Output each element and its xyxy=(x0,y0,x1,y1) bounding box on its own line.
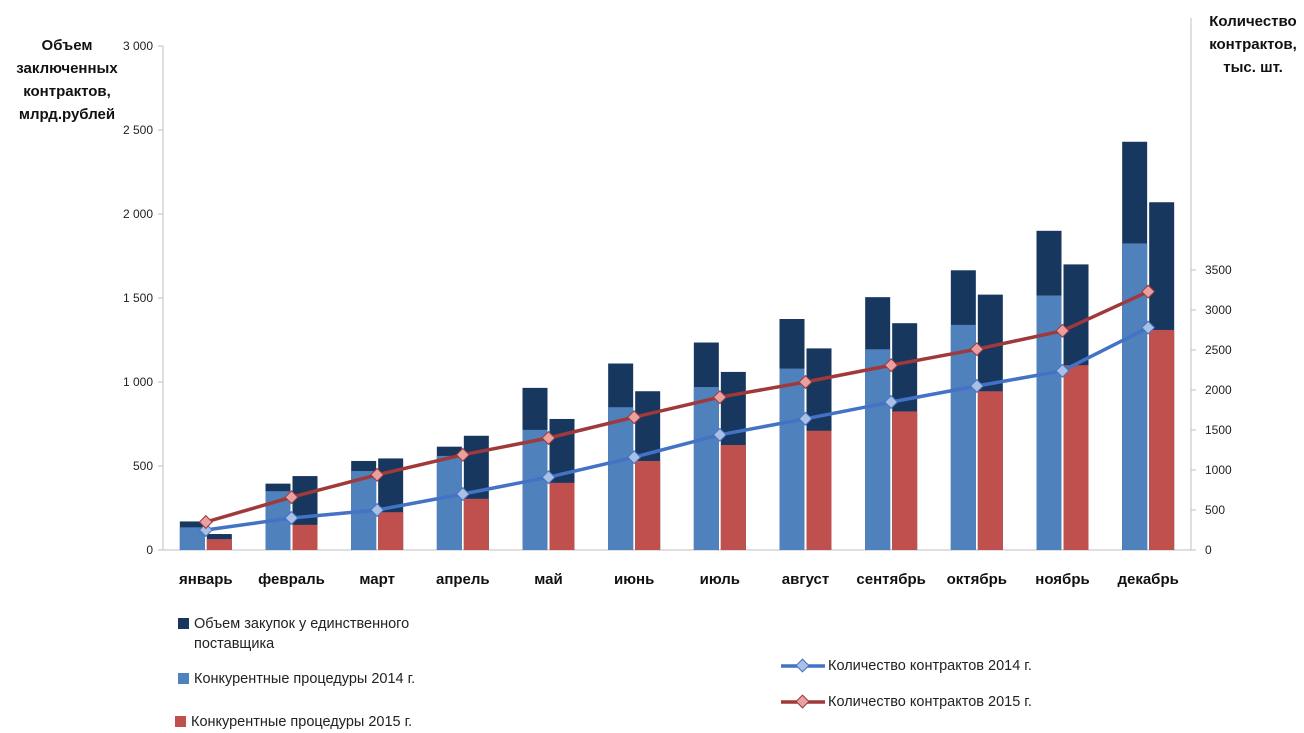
bar-competitive-2015 xyxy=(977,391,1003,550)
bar-competitive-2015 xyxy=(1063,365,1089,550)
category-label: июнь xyxy=(614,571,654,588)
line-point-2014 xyxy=(884,394,899,410)
bar-competitive-2014 xyxy=(693,387,719,550)
legend-count-2014-label: Количество контрактов 2014 г. xyxy=(828,658,1032,674)
line-point-2015 xyxy=(455,447,470,462)
left-tick-label: 500 xyxy=(133,459,153,473)
legend-competitive-2014-swatch xyxy=(178,673,189,684)
line-point-2015 xyxy=(1141,284,1156,299)
left-tick-label: 1 500 xyxy=(123,291,153,305)
legend-competitive-2014-label: Конкурентные процедуры 2014 г. xyxy=(194,671,416,687)
line-point-2014 xyxy=(541,470,556,485)
bar-competitive-2014 xyxy=(779,368,805,550)
left-tick-label: 2 500 xyxy=(123,123,153,137)
line-point-2014 xyxy=(627,450,642,465)
right-tick-label: 3500 xyxy=(1205,263,1232,277)
line-point-2015 xyxy=(541,430,556,446)
right-axis-title: Количество контрактов, тыс. шт. xyxy=(1209,13,1297,76)
category-label: сентябрь xyxy=(856,571,926,588)
legend-competitive-2015: Конкурентные процедуры 2015 г. xyxy=(175,712,412,732)
legend-count-2014-swatch xyxy=(781,658,825,673)
line-point-2015 xyxy=(627,410,642,425)
line-point-2014 xyxy=(284,510,299,526)
line-point-2014 xyxy=(198,522,213,538)
right-tick-label: 3000 xyxy=(1205,303,1232,317)
right-tick-label: 500 xyxy=(1205,503,1225,517)
bar-competitive-2015 xyxy=(720,445,746,550)
left-tick-label: 3 000 xyxy=(123,39,153,53)
legend-count-2015-label: Количество контрактов 2015 г. xyxy=(828,694,1032,710)
line-point-2015 xyxy=(1055,323,1070,338)
bar-competitive-2014 xyxy=(950,324,976,550)
line-point-2015 xyxy=(712,390,727,405)
category-label: апрель xyxy=(436,571,490,588)
bar-competitive-2014 xyxy=(436,455,462,550)
bar-competitive-2014 xyxy=(1036,295,1062,550)
category-label: февраль xyxy=(258,571,325,588)
category-label: август xyxy=(782,571,829,588)
legend-single-supplier-swatch xyxy=(178,618,189,629)
left-axis-title: Объем заключенных контрактов, млрд.рубле… xyxy=(16,37,118,123)
right-tick-label: 1000 xyxy=(1205,463,1232,477)
line-point-2014 xyxy=(1141,320,1156,335)
right-tick-label: 2000 xyxy=(1205,383,1232,397)
bar-competitive-2014 xyxy=(865,349,891,550)
right-tick-label: 2500 xyxy=(1205,343,1232,357)
right-tick-label: 1500 xyxy=(1205,423,1232,437)
line-point-2015 xyxy=(370,467,385,482)
line-series-2014 xyxy=(205,326,1149,532)
line-point-2014 xyxy=(455,486,470,502)
bar-competitive-2015 xyxy=(378,512,404,550)
right-tick-label: 0 xyxy=(1205,543,1212,557)
bar-competitive-2015 xyxy=(635,460,661,550)
bar-competitive-2015 xyxy=(292,524,318,550)
category-label: январь xyxy=(179,571,233,588)
category-label: ноябрь xyxy=(1035,571,1089,588)
line-point-2015 xyxy=(884,358,899,373)
legend-single-supplier: Объем закупок у единственного поставщика xyxy=(178,614,498,654)
line-point-2014 xyxy=(798,411,813,426)
category-label: июль xyxy=(700,571,740,588)
bar-competitive-2015 xyxy=(1149,329,1175,550)
bar-competitive-2015 xyxy=(463,498,489,550)
category-label: декабрь xyxy=(1117,571,1178,588)
left-tick-label: 0 xyxy=(146,543,153,557)
line-point-2015 xyxy=(798,374,813,390)
left-tick-label: 2 000 xyxy=(123,207,153,221)
left-tick-label: 1 000 xyxy=(123,375,153,389)
line-point-2014 xyxy=(1055,363,1070,378)
legend-count-2015-swatch xyxy=(781,694,825,709)
legend-single-supplier-label: Объем закупок у единственного поставщика xyxy=(194,616,410,652)
legend-competitive-2015-swatch xyxy=(175,716,186,727)
line-point-2015 xyxy=(284,490,299,505)
category-label: октябрь xyxy=(947,571,1007,588)
bar-competitive-2015 xyxy=(549,482,575,550)
bar-competitive-2014 xyxy=(608,407,634,550)
category-label: май xyxy=(534,571,562,588)
line-point-2014 xyxy=(370,502,385,518)
category-label: март xyxy=(359,571,395,588)
legend-count-2014: Количество контрактов 2014 г. xyxy=(780,656,1032,676)
bar-competitive-2014 xyxy=(179,527,205,550)
line-point-2015 xyxy=(198,514,213,530)
bar-competitive-2015 xyxy=(806,430,832,550)
legend-competitive-2014: Конкурентные процедуры 2014 г. xyxy=(178,669,415,689)
line-point-2015 xyxy=(969,342,984,357)
bar-competitive-2015 xyxy=(892,411,918,550)
line-series-2015 xyxy=(205,290,1149,524)
bar-competitive-2014 xyxy=(522,429,548,550)
line-point-2014 xyxy=(712,427,727,442)
legend-competitive-2015-label: Конкурентные процедуры 2015 г. xyxy=(191,714,413,730)
line-point-2014 xyxy=(969,378,984,394)
legend-count-2015: Количество контрактов 2015 г. xyxy=(780,692,1032,712)
bar-competitive-2015 xyxy=(206,539,232,550)
